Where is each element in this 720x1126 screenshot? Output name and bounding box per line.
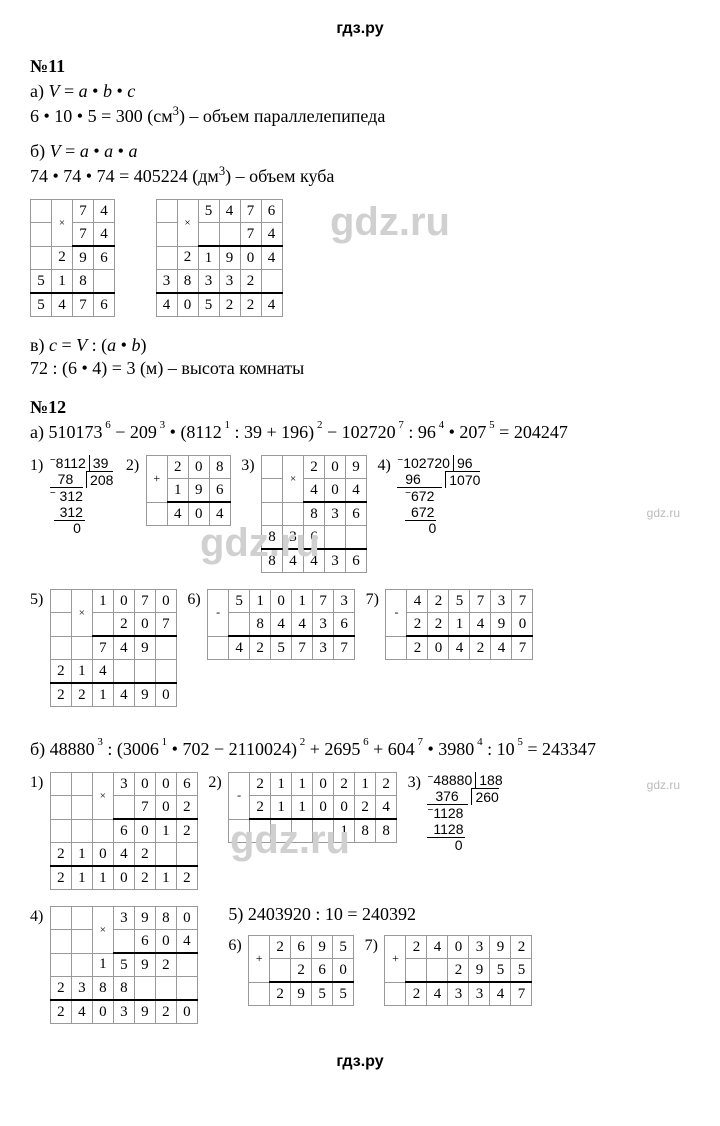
p11b-formula: б) V = a • a • a (30, 141, 690, 162)
step2-label: 2) (126, 457, 139, 475)
p11b-calc: 74 • 74 • 74 = 405224 (дм3) – объем куба (30, 164, 690, 187)
step6-label: 6) (187, 591, 200, 609)
p12a-step2: +208 196 404 (146, 455, 231, 526)
p12b-step1: ×3006 702 6012 21042 2110212 (50, 772, 198, 890)
problem-12-title: №12 (30, 397, 690, 418)
b-step7-label: 7) (365, 937, 378, 955)
p12b-expr: б) 48880 3 : (3006 1 • 702 − 2110024) 2 … (30, 739, 690, 760)
p12b-step2: -2110212 2110024 188 (228, 772, 397, 843)
b-step1-label: 1) (30, 774, 43, 792)
step4-label: 4) (378, 457, 391, 475)
p11a-calc: 6 • 10 • 5 = 300 (см3) – объем параллеле… (30, 104, 690, 127)
header-logo: гдз.ру (30, 20, 690, 38)
watermark-small-2: gdz.ru (647, 778, 680, 792)
watermark-1: gdz.ru (330, 200, 450, 245)
problem-11-title: №11 (30, 56, 690, 77)
p12a-row2: 5) ×1070 207 749 214 221490 6) -510173 8… (30, 585, 690, 711)
p12b-step6: +2695 260 2955 (248, 935, 354, 1006)
p12b-step4: ×3980 604 1592 2388 2403920 (50, 906, 198, 1024)
p12a-row1: 1) −8112 39 −78 208 − 312 312 0 2) +208 … (30, 451, 690, 577)
b-step3-label: 3) (408, 774, 421, 792)
p12b-step7: +240392 2955 243347 (384, 935, 532, 1006)
b-step6-label: 6) (228, 937, 241, 955)
p12b-step3: −48880 188 −376 260 −1128 1128 0 (427, 772, 502, 853)
step1-label: 1) (30, 457, 43, 475)
p11c-calc: 72 : (6 • 4) = 3 (м) – высота комнаты (30, 358, 690, 379)
p12b-row2: 4) ×3980 604 1592 2388 2403920 5) 240392… (30, 902, 690, 1028)
p12a-step1: −8112 39 −78 208 − 312 312 0 (50, 455, 114, 536)
p12a-step5: ×1070 207 749 214 221490 (50, 589, 177, 707)
step5-label: 5) (30, 591, 43, 609)
p12a-step6: -510173 84436 425737 (207, 589, 355, 660)
p12a-step7: -425737 221490 204247 (385, 589, 533, 660)
footer-logo: гдз.ру (30, 1053, 690, 1071)
p12a-expr: а) 510173 6 − 209 3 • (8112 1 : 39 + 196… (30, 422, 690, 443)
p11c-formula: в) c = V : (a • b) (30, 335, 690, 356)
b-step2-label: 2) (208, 774, 221, 792)
p11b-tables: ×74 74 296 518 5476 ×5476 74 21904 38332… (30, 195, 690, 321)
p12b-step5: 5) 2403920 : 10 = 240392 (228, 904, 538, 925)
watermark-small-1: gdz.ru (647, 506, 680, 520)
step7-label: 7) (366, 591, 379, 609)
b-step4-label: 4) (30, 908, 43, 926)
p11a-formula: а) V = a • b • c (30, 81, 690, 102)
p12a-step3: ×209 404 836 836 84436 (261, 455, 367, 573)
p12b-row1: 1) ×3006 702 6012 21042 2110212 2) -2110… (30, 768, 690, 894)
p11b-table1: ×74 74 296 518 5476 (30, 199, 115, 317)
step3-label: 3) (241, 457, 254, 475)
p12a-step4: −102720 96 −96 1070 −672 672 0 (397, 455, 480, 536)
p11b-table2: ×5476 74 21904 38332 405224 (156, 199, 283, 317)
